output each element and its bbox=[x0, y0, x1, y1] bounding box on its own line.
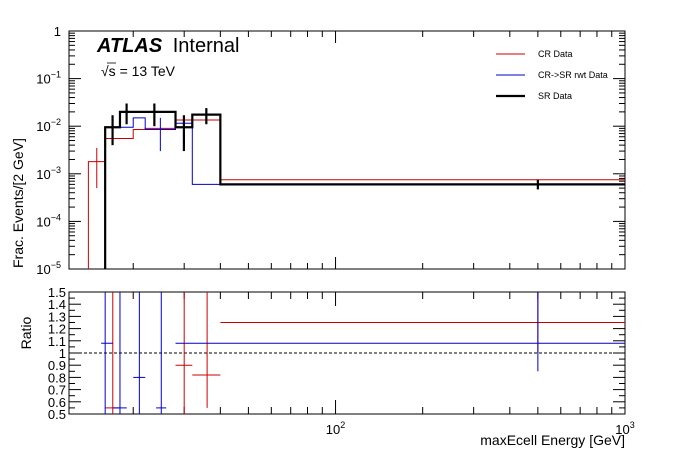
lower-y-tick-label: 1 bbox=[59, 346, 66, 361]
upper-plot-frame bbox=[68, 30, 626, 270]
upper-y-axis-title: Frac. Events/[2 GeV] bbox=[10, 138, 26, 268]
lower-y-tick-label: 0.5 bbox=[48, 407, 66, 422]
lower-y-tick-label: 0.8 bbox=[48, 370, 66, 385]
upper-histograms bbox=[87, 103, 625, 269]
lower-y-tick-label: 1.1 bbox=[48, 334, 66, 349]
legend-label-rwt: CR->SR rwt Data bbox=[538, 70, 608, 80]
lower-y-tick-label: 1.2 bbox=[48, 322, 66, 337]
lower-y-tick-label: 1.3 bbox=[48, 309, 66, 324]
atlas-bold-text: ATLAS bbox=[96, 35, 163, 57]
lower-y-tick-label: 1.5 bbox=[48, 285, 66, 300]
upper-axis-ticks: 10−5 10−4 10−3 10−2 10−1 1 bbox=[36, 24, 626, 277]
upper-y-tick-label: 10−5 bbox=[36, 260, 61, 277]
lower-axis-ticks: 0.50.60.70.80.911.11.21.31.41.5 102 103 bbox=[48, 285, 635, 437]
legend-label-cr: CR Data bbox=[538, 49, 573, 59]
energy-value: = 13 TeV bbox=[116, 63, 176, 79]
atlas-internal-text: Internal bbox=[173, 35, 240, 57]
x-tick-label: 103 bbox=[615, 420, 634, 437]
histogram-sr bbox=[104, 110, 625, 269]
upper-y-tick-label: 10−4 bbox=[36, 212, 61, 229]
legend: CR Data CR->SR rwt Data SR Data bbox=[496, 49, 608, 101]
upper-y-tick-label: 10−2 bbox=[36, 117, 61, 134]
upper-y-tick-label: 1 bbox=[54, 24, 61, 39]
lower-y-axis-title: Ratio bbox=[18, 316, 34, 349]
legend-label-sr: SR Data bbox=[538, 91, 572, 101]
lower-y-tick-label: 0.6 bbox=[48, 395, 66, 410]
ratio-points bbox=[101, 292, 625, 414]
x-tick-label: 102 bbox=[326, 420, 345, 437]
lower-y-tick-label: 0.7 bbox=[48, 383, 66, 398]
upper-y-tick-label: 10−3 bbox=[36, 165, 61, 182]
x-axis-title: maxEcell Energy [GeV] bbox=[480, 432, 625, 448]
lower-y-tick-label: 1.4 bbox=[48, 297, 66, 312]
atlas-label: ATLAS Internal bbox=[96, 35, 239, 57]
energy-label: √s = 13 TeV bbox=[101, 63, 176, 79]
energy-sqrt: √s bbox=[101, 63, 116, 79]
upper-y-tick-label: 10−1 bbox=[36, 70, 61, 87]
histogram-cr bbox=[87, 119, 625, 269]
lower-y-tick-label: 0.9 bbox=[48, 358, 66, 373]
